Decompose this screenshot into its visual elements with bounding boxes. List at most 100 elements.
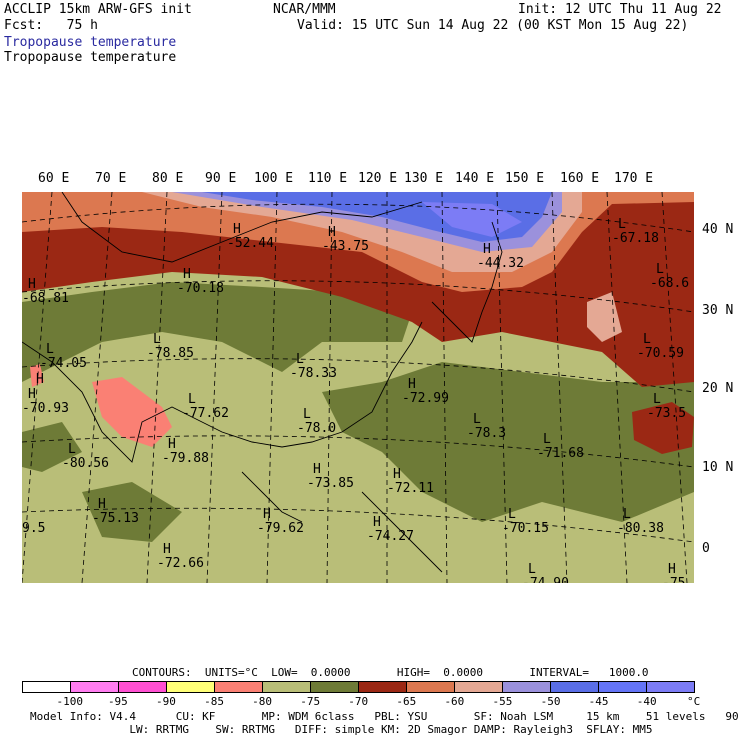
lat-lon-grid <box>22 192 694 583</box>
color-bar-swatch <box>407 682 455 692</box>
color-bar-tick-label: -75 <box>300 695 321 708</box>
color-bar-swatch <box>119 682 167 692</box>
extremum-value: -52.44 <box>227 236 274 251</box>
valid-time: Valid: 15 UTC Sun 14 Aug 22 (00 KST Mon … <box>297 18 689 33</box>
color-bar-tick-label: -40 <box>636 695 657 708</box>
extremum-value: -79.62 <box>257 521 304 536</box>
color-bar-swatch <box>599 682 647 692</box>
forecast-hour: Fcst: 75 h <box>4 18 98 33</box>
extremum-value: -80.56 <box>62 456 109 471</box>
extremum-type: L <box>188 392 196 407</box>
color-bar-tick-label: -70 <box>348 695 369 708</box>
model-info-line2: LW: RRTMG SW: RRTMG DIFF: simple KM: 2D … <box>30 723 653 736</box>
color-bar-tick-label: -60 <box>444 695 465 708</box>
extremum-type: H <box>28 387 36 402</box>
extremum-value: -71.68 <box>537 446 584 461</box>
extremum-type: H <box>328 225 336 240</box>
extremum-type: H <box>313 462 321 477</box>
extremum-value: -75.3 <box>662 576 694 583</box>
color-bar-swatch <box>71 682 119 692</box>
field-name-contour: Tropopause temperature <box>4 50 177 65</box>
extremum-type: H <box>183 267 191 282</box>
longitude-label: 140 E <box>455 171 495 186</box>
color-bar-swatch <box>311 682 359 692</box>
extremum-value: -72.11 <box>387 481 434 496</box>
extremum-type: L <box>153 332 161 347</box>
extremum-type: L <box>46 342 54 357</box>
longitude-label: 110 E <box>308 171 348 186</box>
extremum-value: -78.85 <box>147 346 194 361</box>
extremum-value: -72.99 <box>402 391 449 406</box>
extremum-value: -70.18 <box>177 281 224 296</box>
extremum-type: H <box>163 542 171 557</box>
extremum-type: H <box>233 222 241 237</box>
longitude-label: 160 E <box>560 171 600 186</box>
extremum-value: -70.93 <box>22 401 69 416</box>
latitude-label: 20 N <box>702 381 734 396</box>
extremum-type: H <box>28 277 36 292</box>
extremum-type: L <box>618 217 626 232</box>
color-bar-swatch <box>215 682 263 692</box>
extremum-value: -70.59 <box>637 346 684 361</box>
longitude-label: 90 E <box>205 171 237 186</box>
extremum-type: L <box>296 352 304 367</box>
extremum-type: L <box>643 332 651 347</box>
longitude-label: 60 E <box>38 171 70 186</box>
shade-minus-70-east <box>322 362 694 522</box>
extremum-value: -70.15 <box>502 521 549 536</box>
longitude-label: 100 E <box>254 171 294 186</box>
color-bar-swatch <box>359 682 407 692</box>
extremum-value: -78.33 <box>290 366 337 381</box>
extremum-type: L <box>473 412 481 427</box>
extremum-type: H <box>168 437 176 452</box>
latitude-label: 30 N <box>702 303 734 318</box>
shade-minus-70-south <box>82 482 182 542</box>
color-bar-swatch <box>647 682 694 692</box>
longitude-label: 130 E <box>404 171 444 186</box>
extremum-value: -75.13 <box>92 511 139 526</box>
extremum-type: L <box>68 442 76 457</box>
extremum-type: H <box>373 515 381 530</box>
extremum-value: -44.32 <box>477 256 524 271</box>
extremum-value: -68.81 <box>22 291 69 306</box>
color-bar-swatch <box>503 682 551 692</box>
extremum-value: -79.88 <box>162 451 209 466</box>
tropopause-temperature-map: H-52.44H-43.75 H-44.32L-67.18L-68.6H-68.8… <box>22 192 694 583</box>
color-bar-tick-label: -55 <box>492 695 513 708</box>
extremum-value: -80.38 <box>617 521 664 536</box>
extremum-type: H <box>98 497 106 512</box>
extremum-type: H <box>483 242 491 257</box>
model-info-line1: Model Info: V4.4 CU: KF MP: WDM 6class P… <box>30 710 740 723</box>
contours-info: CONTOURS: UNITS=°C LOW= 0.0000 HIGH= 0.0… <box>132 666 649 679</box>
extremum-type: L <box>623 507 631 522</box>
color-bar-tick-label: -100 <box>56 695 83 708</box>
extremum-value: -72.66 <box>157 556 204 571</box>
shade-minus-65-se <box>632 402 694 454</box>
color-bar <box>22 681 695 693</box>
color-bar-tick-label: °C <box>687 695 701 708</box>
color-bar-tick-label: -80 <box>252 695 273 708</box>
shade-minus-55-east <box>587 292 622 342</box>
shade-minus-40 <box>422 202 522 237</box>
institution: NCAR/MMM <box>273 2 336 17</box>
color-bar-swatch <box>23 682 71 692</box>
extremum-type: L <box>508 507 516 522</box>
color-bar-tick-label: -95 <box>107 695 128 708</box>
run-title: ACCLIP 15km ARW-GFS init <box>4 2 192 17</box>
init-time: Init: 12 UTC Thu 11 Aug 22 <box>518 2 722 17</box>
latitude-label: 0 <box>702 541 710 556</box>
shade-minus-80-coast <box>30 364 44 387</box>
color-bar-tick-label: -85 <box>204 695 224 708</box>
longitude-label: 150 E <box>505 171 545 186</box>
color-bar-swatch <box>455 682 503 692</box>
extremum-type: L <box>653 392 661 407</box>
longitude-label: 170 E <box>614 171 654 186</box>
extremum-type: H <box>668 562 676 577</box>
shade-minus-70-sw <box>22 422 82 472</box>
extremum-value: -78.0 <box>297 421 336 436</box>
extremum-type: L <box>543 432 551 447</box>
color-bar-swatch <box>551 682 599 692</box>
extremum-type: H <box>36 372 44 387</box>
field-name-shaded: Tropopause temperature <box>4 35 177 50</box>
extremum-type: H <box>408 377 416 392</box>
